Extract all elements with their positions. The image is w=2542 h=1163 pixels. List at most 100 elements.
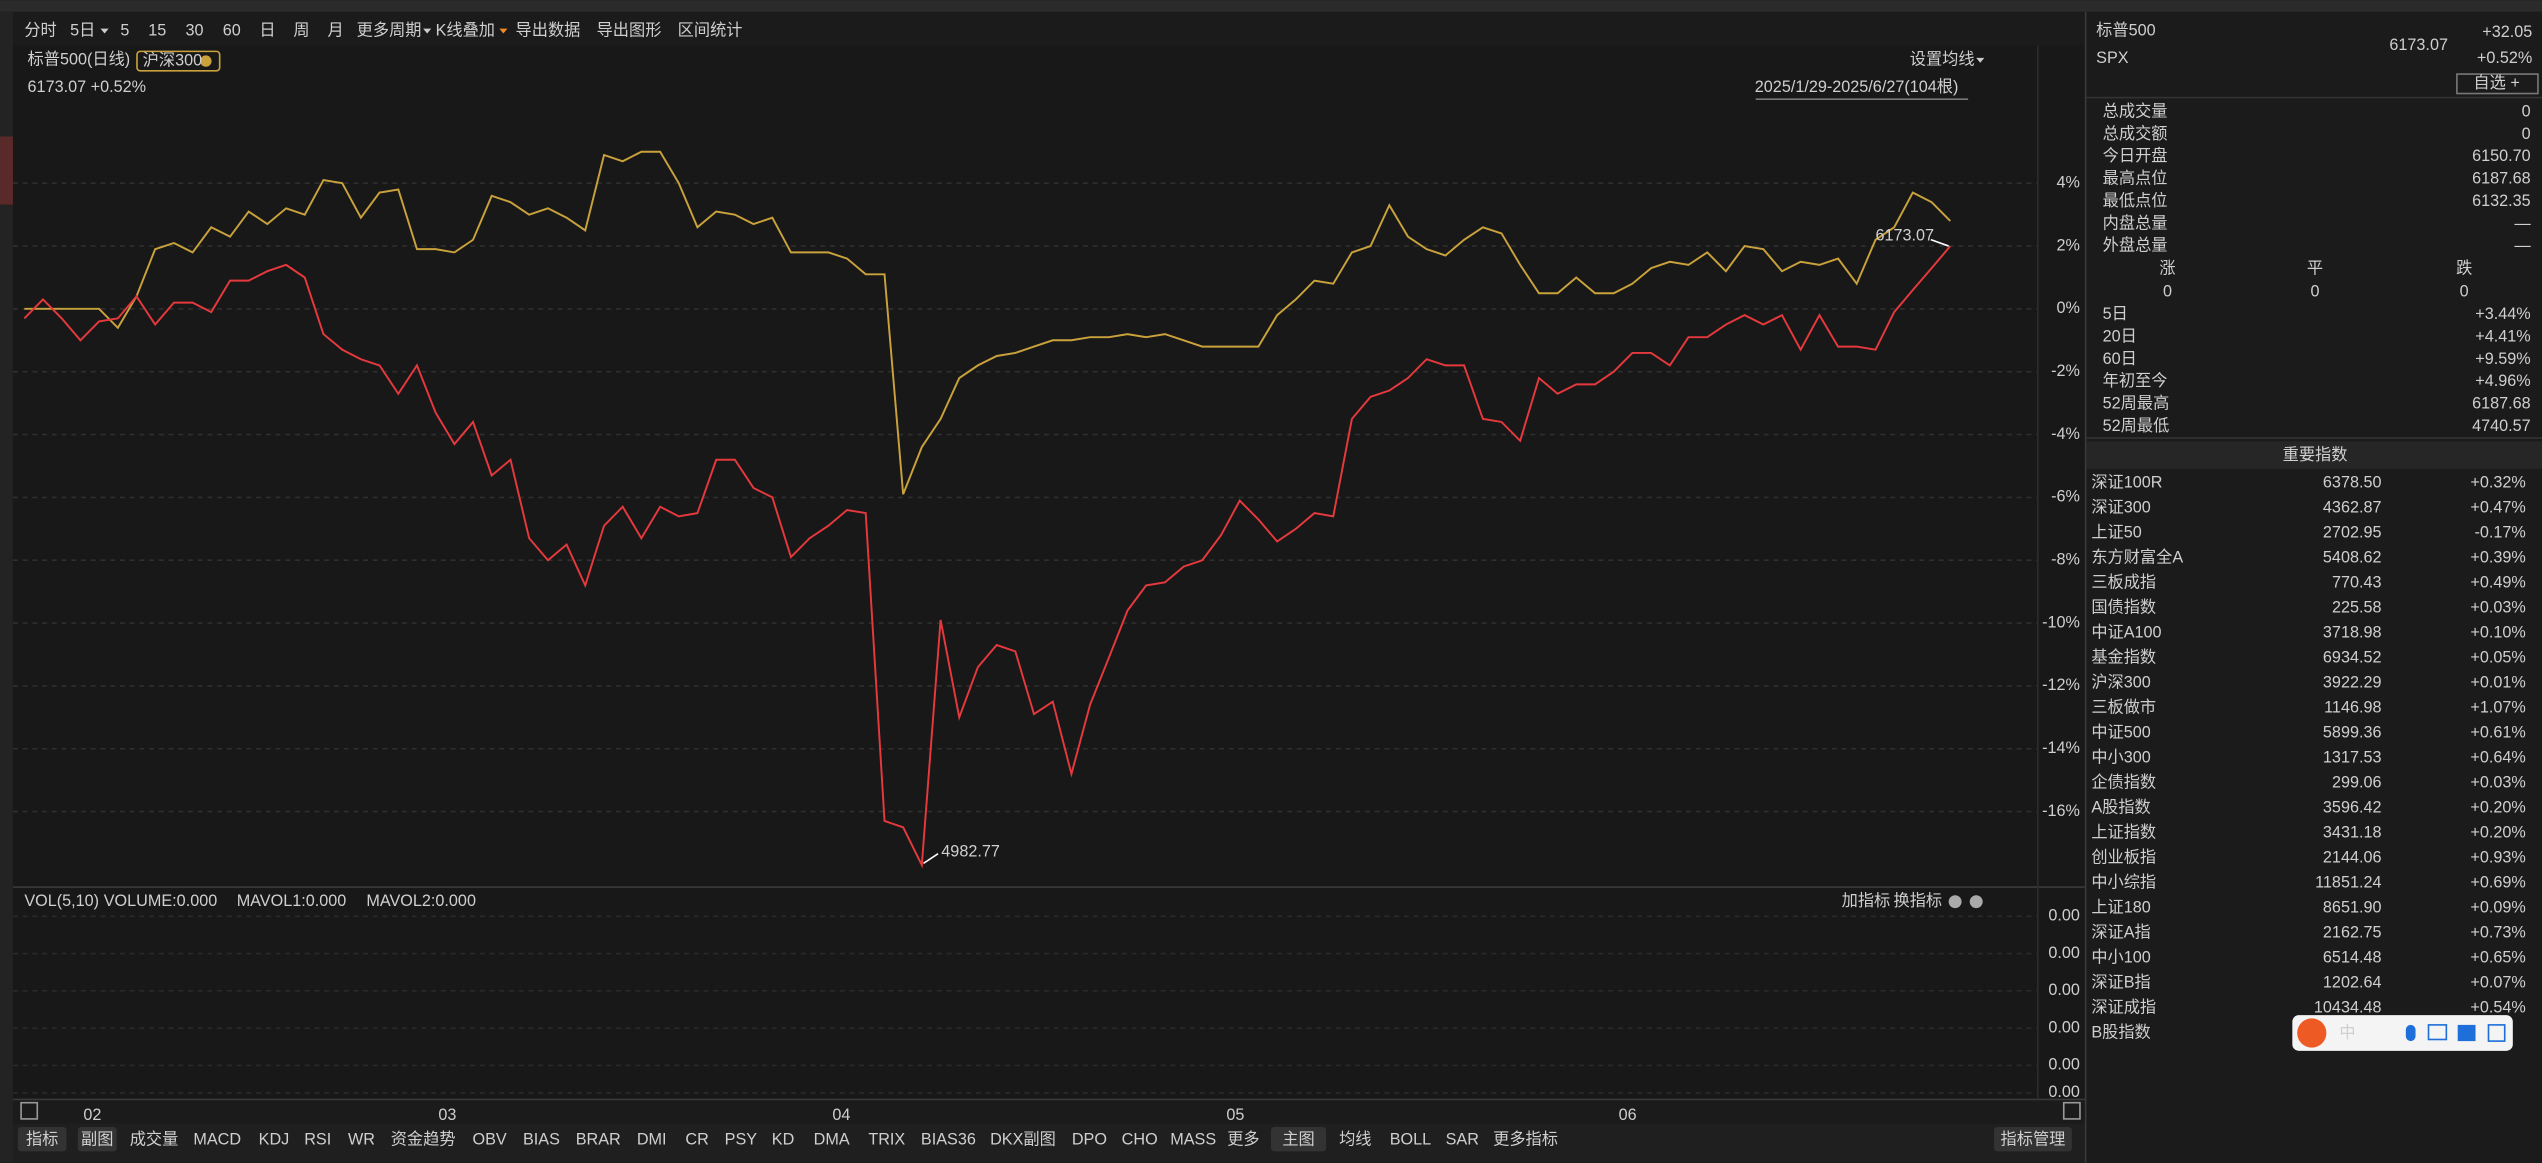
index-name[interactable]: 中小300 [2091,749,2150,767]
overlay-tag [136,50,221,72]
ma-setting[interactable]: 设置均线 [1910,51,1975,69]
vol-mavol1: MAVOL1:0.000 [237,892,347,910]
toolbar-item[interactable]: K线叠加 [436,21,495,39]
index-name[interactable]: 中证500 [2091,724,2150,742]
index-name[interactable]: 中小综指 [2091,874,2156,892]
toolbar-item[interactable]: 5 [120,21,129,39]
bar-button-bg[interactable] [17,1127,67,1152]
indicator-item[interactable]: DMI [637,1130,667,1148]
indicator-item[interactable]: 更多 [1227,1130,1259,1148]
dropdown-caret [1976,57,1985,63]
index-price: 5899.36 [2323,724,2382,742]
indicator-item[interactable]: CHO [1122,1130,1158,1148]
index-name[interactable]: 中证A100 [2091,624,2161,642]
indicator-item[interactable]: 副图 [81,1130,113,1148]
indicator-item[interactable]: 指标 [26,1130,58,1148]
y-tick-label: -6% [2051,488,2080,506]
index-name[interactable]: 深证A指 [2091,924,2150,942]
ime-toolbar[interactable] [2292,1015,2513,1051]
ime-icon[interactable] [2457,1024,2476,1042]
index-name[interactable]: 创业板指 [2091,849,2156,867]
index-name[interactable]: 深证成指 [2091,999,2156,1017]
toolbar-item[interactable]: 区间统计 [678,21,743,39]
toolbar-item[interactable]: 30 [186,21,204,39]
index-name[interactable]: 中小100 [2091,949,2150,967]
period-label: 20日 [2103,327,2137,345]
index-name[interactable]: 国债指数 [2091,599,2156,617]
indicator-item[interactable]: BIAS [523,1130,560,1148]
indicator-item[interactable]: 主图 [1282,1130,1314,1148]
index-name[interactable]: 沪深300 [2091,674,2150,692]
scroll-right[interactable] [2062,1101,2081,1120]
series-title: 标普500(日线) [28,51,131,69]
indicator-item[interactable]: MACD [193,1130,241,1148]
bar-button-bg[interactable] [77,1127,117,1152]
stat-label: 最高点位 [2103,170,2168,188]
ime-icon[interactable] [2487,1024,2506,1042]
close-icon[interactable] [1969,895,1983,909]
indicator-item[interactable]: 均线 [1339,1130,1371,1148]
index-change: +0.73% [2470,924,2525,942]
indicator-item[interactable]: BOLL [1390,1130,1431,1148]
ime-label[interactable]: 中 [2339,1024,2355,1042]
settings-icon[interactable] [1948,895,1962,909]
indicator-item[interactable]: KDJ [259,1130,290,1148]
indicator-item[interactable]: RSI [304,1130,331,1148]
index-name[interactable]: 深证100R [2091,474,2162,492]
indicator-item[interactable]: 更多指标 [1493,1130,1558,1148]
toolbar-item[interactable]: 月 [327,21,343,39]
indicator-item[interactable]: 资金趋势 [391,1130,456,1148]
index-name[interactable]: B股指数 [2091,1024,2150,1042]
x-tick-label: 05 [1226,1106,1244,1124]
scroll-left[interactable] [20,1101,39,1120]
toolbar-item[interactable]: 周 [293,21,309,39]
toolbar-item[interactable]: 5日 [70,21,95,39]
indicator-item[interactable]: BIAS36 [921,1130,976,1148]
bar-button-bg[interactable] [1994,1127,2072,1152]
indicator-item[interactable]: SAR [1446,1130,1479,1148]
vol-add[interactable]: 加指标 [1842,892,1891,910]
indicator-item[interactable]: OBV [472,1130,506,1148]
index-name[interactable]: 深证300 [2091,499,2150,517]
overlay-close[interactable] [200,55,212,67]
index-name[interactable]: A股指数 [2091,799,2150,817]
index-name[interactable]: 三板成指 [2091,574,2156,592]
indicator-item[interactable]: DKX副图 [990,1130,1056,1148]
bar-button-bg[interactable] [1271,1127,1327,1152]
index-name[interactable]: 企债指数 [2091,774,2156,792]
indicator-item[interactable]: 指标管理 [2001,1130,2066,1148]
toolbar-item[interactable]: 更多周期 [357,21,422,39]
indicator-item[interactable]: KD [772,1130,795,1148]
toolbar-item[interactable]: 导出数据 [516,21,581,39]
watch-button[interactable] [2456,73,2539,95]
indicator-item[interactable]: DMA [814,1130,850,1148]
index-price: 1146.98 [2324,699,2381,717]
indicator-item[interactable]: TRIX [868,1130,905,1148]
indicator-item[interactable]: MASS [1170,1130,1216,1148]
indicator-item[interactable]: DPO [1072,1130,1107,1148]
toolbar-item[interactable]: 60 [223,21,241,39]
indicator-item[interactable]: BRAR [576,1130,621,1148]
vol-switch[interactable]: 换指标 [1894,892,1943,910]
index-change: +0.09% [2470,899,2525,917]
index-name[interactable]: 深证B指 [2091,974,2150,992]
index-name[interactable]: 东方财富全A [2091,549,2183,567]
indicator-item[interactable]: PSY [725,1130,758,1148]
index-name[interactable]: 上证180 [2091,899,2150,917]
ime-icon[interactable] [2427,1024,2448,1041]
indicator-item[interactable]: WR [348,1130,375,1148]
index-name[interactable]: 基金指数 [2091,649,2156,667]
watch-label[interactable]: 自选 + [2473,74,2519,92]
index-name[interactable]: 三板做市 [2091,699,2156,717]
toolbar-item[interactable]: 日 [259,21,275,39]
breadth-label: 涨 [2159,260,2175,278]
index-name[interactable]: 上证指数 [2091,824,2156,842]
indicator-item[interactable]: CR [685,1130,708,1148]
ime-icon[interactable] [2405,1024,2416,1042]
toolbar-item[interactable]: 导出图形 [597,21,662,39]
indicator-item[interactable]: 成交量 [130,1130,179,1148]
index-name[interactable]: 上证50 [2091,524,2141,542]
toolbar-item[interactable]: 15 [148,21,166,39]
toolbar-item[interactable]: 分时 [24,21,56,39]
